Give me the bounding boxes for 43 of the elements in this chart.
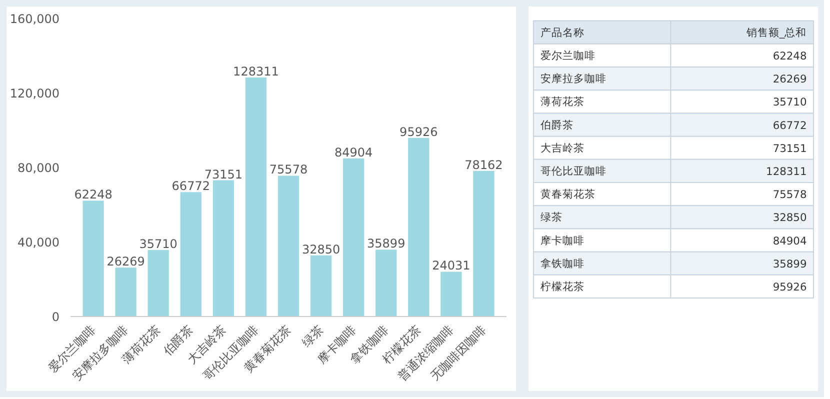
data-label: 32850	[772, 211, 807, 224]
data-label: 84904	[334, 145, 373, 160]
data-label: 78162	[464, 158, 503, 172]
y-tick-label: 40,000	[18, 236, 60, 250]
data-label: 75578	[772, 188, 807, 202]
data-label: 66772	[172, 179, 210, 194]
data-label: 32850	[302, 242, 340, 256]
y-tick-label: 0	[52, 310, 60, 324]
data-label: 66772	[772, 118, 807, 132]
data-label: 95926	[772, 280, 807, 294]
y-tick-label: 120,000	[10, 86, 60, 100]
category-label: 薄荷花茶	[540, 95, 584, 108]
data-label: 95926	[400, 124, 438, 139]
data-label: 35899	[772, 257, 807, 270]
data-label: 84904	[772, 234, 807, 248]
data-label: 75578	[269, 162, 308, 177]
data-label: 62248	[74, 188, 112, 202]
category-label: 大吉岭茶	[540, 141, 584, 154]
data-label: 35710	[139, 236, 178, 251]
data-label: 62248	[772, 49, 807, 62]
category-label: 柠檬花茶	[540, 280, 584, 293]
category-label: 哥伦比亚咖啡	[540, 164, 606, 178]
data-label: 26269	[106, 254, 145, 269]
x-tick-label: 绿茶	[299, 322, 326, 350]
data-label: 128311	[766, 164, 807, 178]
y-tick-label: 80,000	[18, 161, 60, 175]
y-tick-label: 160,000	[10, 12, 60, 26]
category-label: 安摩拉多咖啡	[540, 72, 606, 86]
data-label: 73151	[204, 167, 243, 182]
data-label: 35710	[772, 96, 807, 109]
data-label: 26269	[772, 72, 807, 86]
text: 产品名称	[540, 26, 584, 39]
category-label: 绿茶	[540, 210, 562, 224]
category-label: 拿铁咖啡	[540, 256, 584, 270]
data-label: 73151	[772, 142, 807, 155]
data-label: 24031	[432, 258, 470, 273]
category-label: 伯爵茶	[540, 118, 574, 132]
data-label: 35899	[367, 236, 406, 251]
text: 销售额_总和	[745, 26, 807, 39]
category-label: 爱尔兰咖啡	[540, 48, 596, 62]
category-label: 摩卡咖啡	[540, 234, 584, 247]
category-label: 黄春菊花茶	[540, 188, 596, 201]
data-label: 128311	[233, 64, 279, 79]
